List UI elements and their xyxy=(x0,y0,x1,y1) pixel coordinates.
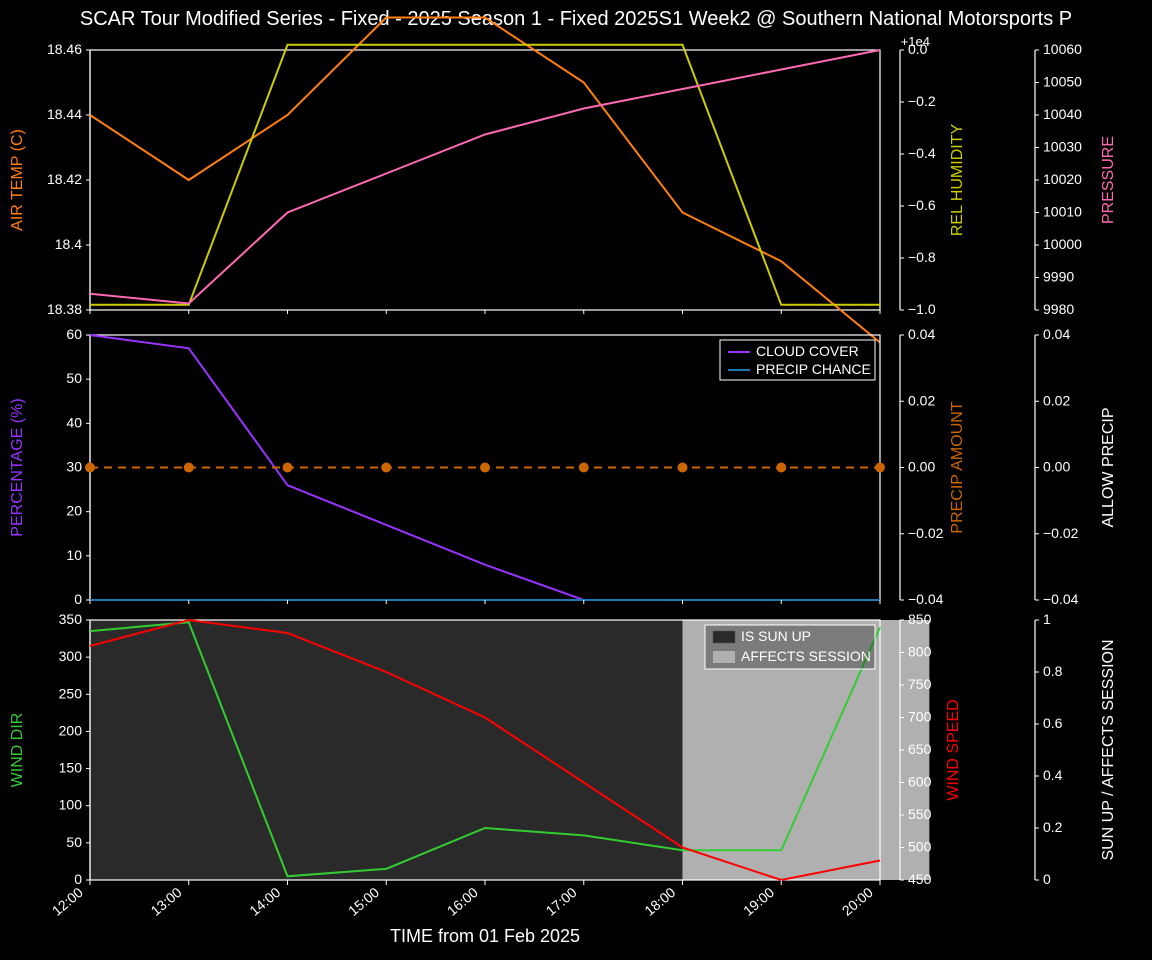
svg-text:10030: 10030 xyxy=(1043,139,1082,155)
svg-text:10: 10 xyxy=(66,547,82,563)
svg-text:13:00: 13:00 xyxy=(148,884,185,919)
svg-text:10060: 10060 xyxy=(1043,41,1082,57)
svg-text:50: 50 xyxy=(66,370,82,386)
svg-text:350: 350 xyxy=(59,611,83,627)
svg-text:9980: 9980 xyxy=(1043,301,1074,317)
svg-text:PRESSURE: PRESSURE xyxy=(1100,136,1117,224)
svg-text:+1e4: +1e4 xyxy=(901,34,930,49)
svg-text:0: 0 xyxy=(74,591,82,607)
svg-text:750: 750 xyxy=(908,676,932,692)
svg-text:0.4: 0.4 xyxy=(1043,767,1063,783)
svg-text:500: 500 xyxy=(908,839,932,855)
svg-text:200: 200 xyxy=(59,722,83,738)
svg-text:−1.0: −1.0 xyxy=(908,301,936,317)
svg-text:30: 30 xyxy=(66,459,82,475)
svg-text:0.04: 0.04 xyxy=(1043,326,1070,342)
svg-text:0.2: 0.2 xyxy=(1043,819,1063,835)
svg-text:1: 1 xyxy=(1043,611,1051,627)
svg-text:−0.4: −0.4 xyxy=(908,145,936,161)
svg-text:0.00: 0.00 xyxy=(1043,459,1070,475)
svg-text:60: 60 xyxy=(66,326,82,342)
svg-text:−0.02: −0.02 xyxy=(908,525,944,541)
svg-text:REL HUMIDITY: REL HUMIDITY xyxy=(949,124,966,237)
svg-text:CLOUD COVER: CLOUD COVER xyxy=(756,343,859,359)
svg-text:9990: 9990 xyxy=(1043,269,1074,285)
svg-text:−0.2: −0.2 xyxy=(908,93,936,109)
svg-text:18.4: 18.4 xyxy=(55,236,82,252)
svg-text:300: 300 xyxy=(59,648,83,664)
svg-text:−0.8: −0.8 xyxy=(908,249,936,265)
svg-text:ALLOW PRECIP: ALLOW PRECIP xyxy=(1100,407,1117,527)
svg-text:AFFECTS SESSION: AFFECTS SESSION xyxy=(741,648,871,664)
svg-text:18.38: 18.38 xyxy=(47,301,82,317)
svg-text:0.04: 0.04 xyxy=(908,326,935,342)
svg-text:WIND SPEED: WIND SPEED xyxy=(945,699,962,800)
svg-text:15:00: 15:00 xyxy=(345,884,382,919)
svg-text:SUN UP / AFFECTS SESSION: SUN UP / AFFECTS SESSION xyxy=(1100,639,1117,860)
svg-text:0.00: 0.00 xyxy=(908,459,935,475)
svg-text:0.6: 0.6 xyxy=(1043,715,1063,731)
svg-text:10020: 10020 xyxy=(1043,171,1082,187)
svg-text:14:00: 14:00 xyxy=(246,884,283,919)
svg-text:AIR TEMP (C): AIR TEMP (C) xyxy=(9,129,26,231)
svg-text:0.02: 0.02 xyxy=(908,392,935,408)
svg-text:18.44: 18.44 xyxy=(47,106,82,122)
svg-text:IS SUN UP: IS SUN UP xyxy=(741,628,811,644)
svg-text:10040: 10040 xyxy=(1043,106,1082,122)
svg-text:100: 100 xyxy=(59,797,83,813)
svg-text:−0.04: −0.04 xyxy=(1043,591,1079,607)
svg-text:18.42: 18.42 xyxy=(47,171,82,187)
svg-text:800: 800 xyxy=(908,644,932,660)
svg-text:150: 150 xyxy=(59,760,83,776)
svg-text:40: 40 xyxy=(66,414,82,430)
svg-text:PERCENTAGE (%): PERCENTAGE (%) xyxy=(9,398,26,536)
svg-text:850: 850 xyxy=(908,611,932,627)
svg-text:0.8: 0.8 xyxy=(1043,663,1063,679)
svg-text:50: 50 xyxy=(66,834,82,850)
svg-text:18:00: 18:00 xyxy=(641,884,678,919)
svg-text:PRECIP CHANCE: PRECIP CHANCE xyxy=(756,361,871,377)
svg-text:0.02: 0.02 xyxy=(1043,392,1070,408)
svg-text:550: 550 xyxy=(908,806,932,822)
svg-text:−0.02: −0.02 xyxy=(1043,525,1079,541)
chart-container: SCAR Tour Modified Series - Fixed - 2025… xyxy=(0,0,1152,960)
svg-text:10000: 10000 xyxy=(1043,236,1082,252)
svg-text:600: 600 xyxy=(908,774,932,790)
svg-text:18.46: 18.46 xyxy=(47,41,82,57)
svg-text:TIME from 01 Feb 2025: TIME from 01 Feb 2025 xyxy=(390,926,580,946)
svg-text:−0.04: −0.04 xyxy=(908,591,944,607)
chart-svg: 18.38 18.4 18.42 18.44 18.46 AIR TEMP (C) −1.0… xyxy=(0,0,1152,960)
svg-text:19:00: 19:00 xyxy=(740,884,777,919)
svg-text:12:00: 12:00 xyxy=(49,884,86,919)
svg-text:650: 650 xyxy=(908,741,932,757)
svg-text:−0.6: −0.6 xyxy=(908,197,936,213)
svg-text:10010: 10010 xyxy=(1043,204,1082,220)
svg-text:450: 450 xyxy=(908,871,932,887)
svg-text:PRECIP AMOUNT: PRECIP AMOUNT xyxy=(949,401,966,533)
svg-text:WIND DIR: WIND DIR xyxy=(9,713,26,788)
svg-text:20: 20 xyxy=(66,503,82,519)
svg-text:20:00: 20:00 xyxy=(839,884,876,919)
svg-text:10050: 10050 xyxy=(1043,74,1082,90)
svg-text:16:00: 16:00 xyxy=(444,884,481,919)
svg-text:0: 0 xyxy=(1043,871,1051,887)
svg-text:17:00: 17:00 xyxy=(543,884,580,919)
svg-text:250: 250 xyxy=(59,685,83,701)
svg-text:700: 700 xyxy=(908,709,932,725)
